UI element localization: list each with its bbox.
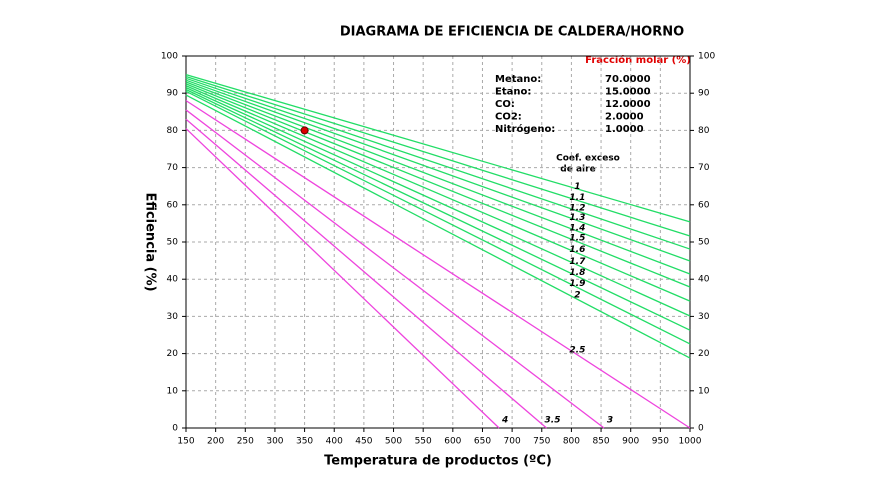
- x-tick-label: 600: [444, 437, 461, 447]
- line: [185, 75, 691, 237]
- plot-frame: [185, 55, 691, 429]
- y-tick-label: 0: [172, 424, 178, 434]
- composition-value: 1.0000: [605, 124, 644, 135]
- composition-value: 15.0000: [605, 87, 651, 98]
- x-tick-label: 450: [355, 437, 372, 447]
- x-tick-label: 750: [533, 437, 550, 447]
- series-label: 4: [501, 416, 508, 426]
- line: [185, 85, 691, 302]
- y2-tick-label: 0: [698, 424, 704, 434]
- y2-tick-label: 80: [698, 126, 710, 136]
- y-tick-label: 50: [167, 238, 179, 248]
- x-axis-label: Temperatura de productos (ºC): [324, 454, 552, 469]
- x-tick-label: 800: [563, 437, 580, 447]
- series-label: 1.6: [569, 245, 585, 255]
- y-tick-label: 20: [167, 349, 179, 359]
- y-tick-label: 60: [167, 200, 179, 210]
- x-tick-label: 400: [326, 437, 343, 447]
- y-tick-label: 40: [167, 275, 179, 285]
- y2-tick-label: 40: [698, 275, 710, 285]
- series-label: 2.5: [569, 345, 585, 355]
- line: [185, 87, 691, 317]
- series-label: 1.2: [569, 203, 585, 213]
- series-label: 1.5: [569, 234, 585, 244]
- series-label: 1.4: [569, 223, 585, 233]
- composition-title: Fracción molar (%): [585, 54, 691, 66]
- y2-tick-label: 70: [698, 163, 710, 173]
- y2-tick-label: 60: [698, 200, 710, 210]
- x-tick-label: 550: [415, 437, 432, 447]
- composition-label: CO2:: [495, 112, 522, 123]
- x-tick-label: 150: [177, 437, 194, 447]
- y-tick-label: 90: [167, 89, 179, 99]
- series-label: 1.3: [569, 213, 585, 223]
- composition-value: 70.0000: [605, 74, 651, 85]
- y-tick-label: 80: [167, 126, 179, 136]
- x-tick-label: 250: [237, 437, 254, 447]
- y-tick-label: 70: [167, 163, 179, 173]
- line: [185, 128, 500, 429]
- composition-label: Metano:: [495, 74, 541, 85]
- series-label: 1.7: [569, 257, 586, 267]
- series-label: 1.9: [569, 279, 585, 289]
- line: [185, 81, 691, 275]
- composition-label: CO:: [495, 99, 515, 110]
- x-tick-label: 350: [296, 437, 313, 447]
- series-label: 2: [574, 291, 580, 301]
- y-axis-label: Eficiencia (%): [143, 192, 158, 291]
- x-tick-label: 300: [266, 437, 283, 447]
- series-label: 1.8: [569, 268, 585, 278]
- line: [185, 88, 691, 331]
- line: [185, 118, 547, 429]
- y2-tick-label: 50: [698, 238, 710, 248]
- y-tick-label: 30: [167, 312, 179, 322]
- x-tick-label: 700: [504, 437, 521, 447]
- x-tick-label: 900: [622, 437, 639, 447]
- y2-tick-label: 100: [698, 52, 715, 62]
- x-tick-label: 950: [652, 437, 669, 447]
- x-tick-label: 850: [592, 437, 609, 447]
- y-tick-label: 100: [161, 52, 178, 62]
- line: [185, 90, 691, 345]
- composition-label: Etano:: [495, 87, 531, 98]
- y2-tick-label: 20: [698, 349, 710, 359]
- y2-tick-label: 90: [698, 89, 710, 99]
- line: [185, 79, 691, 262]
- series-label: 1.1: [569, 193, 585, 203]
- line: [185, 109, 605, 429]
- y2-tick-label: 10: [698, 386, 710, 396]
- series-label: 3.5: [545, 416, 561, 426]
- legend-title: Coef. exceso: [556, 154, 620, 164]
- y-tick-label: 10: [167, 386, 179, 396]
- legend-title: de aire: [560, 165, 595, 175]
- line: [185, 100, 691, 429]
- composition-label: Nitrógeno:: [495, 123, 555, 135]
- operating-point: [300, 126, 309, 135]
- line: [185, 94, 691, 359]
- line: [185, 73, 691, 223]
- chart-title: DIAGRAMA DE EFICIENCIA DE CALDERA/HORNO: [340, 25, 684, 40]
- x-tick-label: 1000: [679, 437, 702, 447]
- series-label: 1: [574, 182, 580, 192]
- x-tick-label: 650: [474, 437, 491, 447]
- x-tick-label: 200: [207, 437, 224, 447]
- y2-tick-label: 30: [698, 312, 710, 322]
- series-label: 3: [607, 416, 613, 426]
- line: [185, 77, 691, 250]
- composition-value: 12.0000: [605, 99, 651, 110]
- line: [185, 83, 691, 288]
- x-tick-label: 500: [385, 437, 402, 447]
- composition-value: 2.0000: [605, 112, 644, 123]
